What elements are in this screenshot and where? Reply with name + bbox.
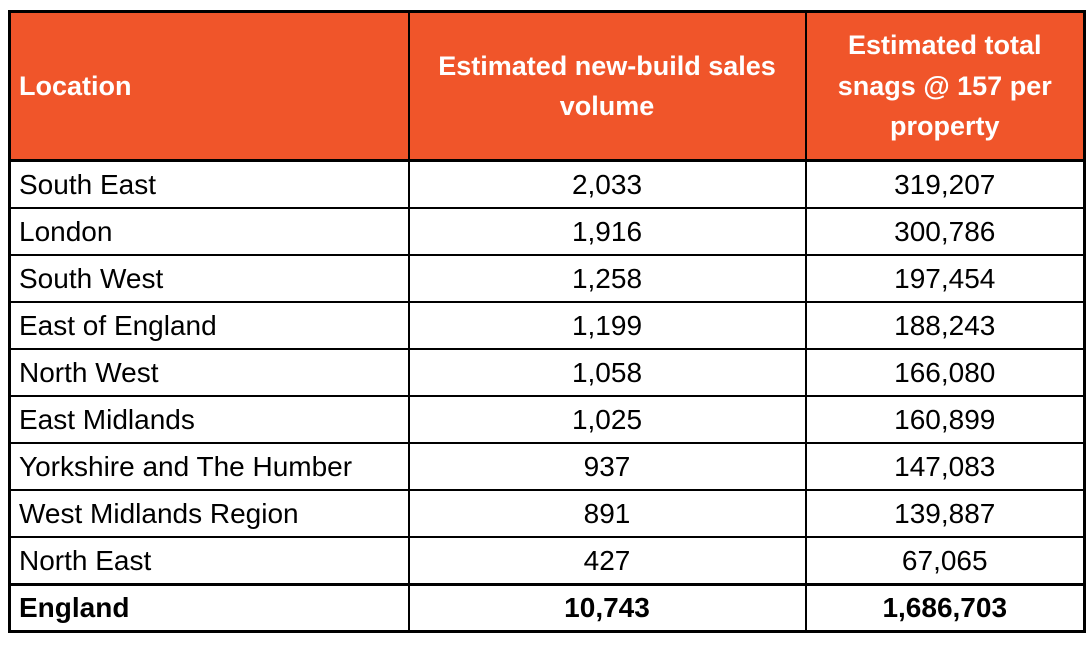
cell-snags: 166,080: [804, 348, 1086, 397]
header-row: Location Estimated new-build sales volum…: [8, 10, 1086, 162]
cell-location: South West: [8, 254, 410, 303]
cell-volume: 1,258: [407, 254, 807, 303]
cell-location: West Midlands Region: [8, 489, 410, 538]
cell-volume: 10,743: [407, 583, 807, 633]
total-row: England 10,743 1,686,703: [8, 583, 1086, 633]
table-row: South East 2,033 319,207: [8, 159, 1086, 209]
cell-location: England: [8, 583, 410, 633]
cell-location: South East: [8, 159, 410, 209]
table-row: Yorkshire and The Humber 937 147,083: [8, 442, 1086, 491]
cell-volume: 1,025: [407, 395, 807, 444]
column-header-sales-volume: Estimated new-build sales volume: [407, 10, 807, 162]
cell-location: London: [8, 207, 410, 256]
table-row: North East 427 67,065: [8, 536, 1086, 586]
cell-location: East Midlands: [8, 395, 410, 444]
cell-snags: 160,899: [804, 395, 1086, 444]
column-header-total-snags: Estimated total snags @ 157 per property: [804, 10, 1086, 162]
cell-volume: 1,199: [407, 301, 807, 350]
cell-snags: 147,083: [804, 442, 1086, 491]
table-row: South West 1,258 197,454: [8, 254, 1086, 303]
table-row: East of England 1,199 188,243: [8, 301, 1086, 350]
cell-volume: 1,916: [407, 207, 807, 256]
cell-snags: 188,243: [804, 301, 1086, 350]
cell-snags: 197,454: [804, 254, 1086, 303]
cell-volume: 427: [407, 536, 807, 586]
cell-location: Yorkshire and The Humber: [8, 442, 410, 491]
cell-location: East of England: [8, 301, 410, 350]
table-row: West Midlands Region 891 139,887: [8, 489, 1086, 538]
table-container: Location Estimated new-build sales volum…: [8, 10, 1086, 633]
table-row: London 1,916 300,786: [8, 207, 1086, 256]
cell-volume: 1,058: [407, 348, 807, 397]
cell-snags: 319,207: [804, 159, 1086, 209]
column-header-location: Location: [8, 10, 410, 162]
table-row: North West 1,058 166,080: [8, 348, 1086, 397]
cell-location: North West: [8, 348, 410, 397]
cell-volume: 2,033: [407, 159, 807, 209]
cell-snags: 300,786: [804, 207, 1086, 256]
cell-volume: 937: [407, 442, 807, 491]
cell-snags: 139,887: [804, 489, 1086, 538]
cell-snags: 1,686,703: [804, 583, 1086, 633]
snags-table: Location Estimated new-build sales volum…: [8, 10, 1086, 633]
cell-location: North East: [8, 536, 410, 586]
table-row: East Midlands 1,025 160,899: [8, 395, 1086, 444]
cell-snags: 67,065: [804, 536, 1086, 586]
cell-volume: 891: [407, 489, 807, 538]
